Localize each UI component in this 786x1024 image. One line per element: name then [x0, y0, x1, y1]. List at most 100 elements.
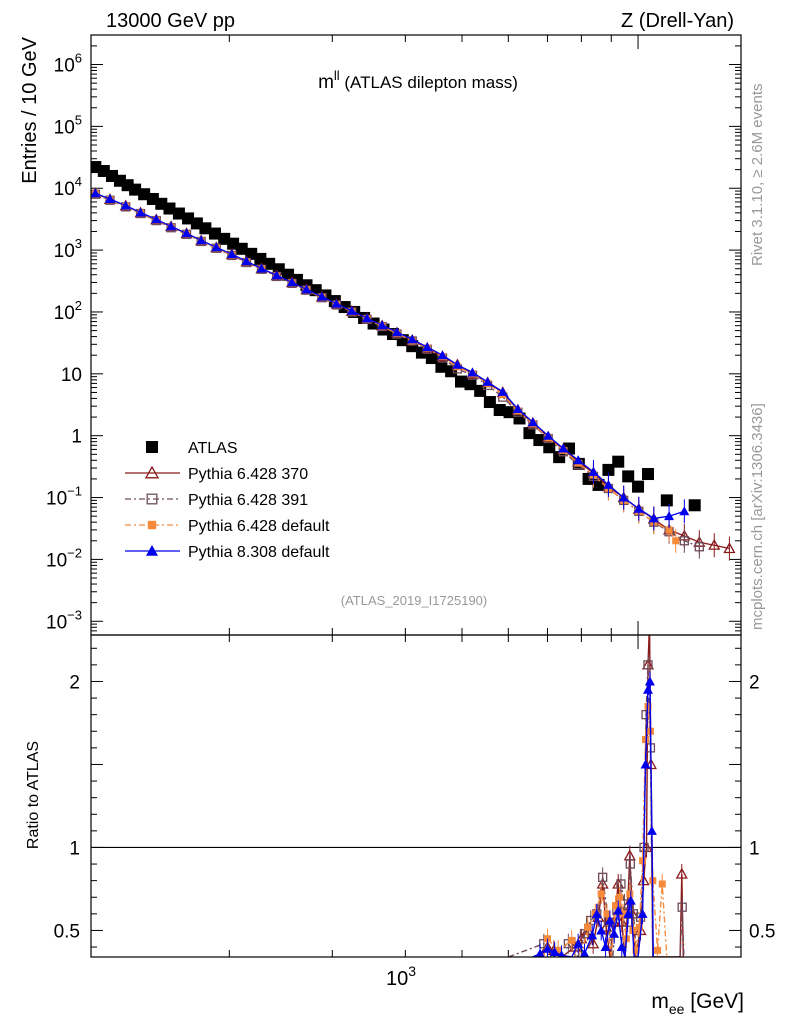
y-tick-label-base: 10	[46, 550, 67, 571]
data-point	[346, 305, 357, 315]
legend-item-atlas: ATLAS	[146, 440, 238, 457]
ratio-point	[644, 618, 654, 627]
data-point	[120, 200, 131, 210]
data-point	[527, 417, 538, 427]
data-point	[464, 378, 477, 391]
ratio-point	[658, 880, 666, 888]
x-axis-label-unit: [GeV]	[684, 990, 744, 1013]
data-point	[664, 511, 675, 521]
main-plot-title-text: (ATLAS dilepton mass)	[340, 73, 518, 92]
data-point	[235, 242, 248, 255]
data-point	[245, 247, 258, 260]
data-point	[362, 313, 373, 323]
ratio-point	[646, 825, 657, 835]
legend-label: Pythia 6.428 370	[188, 466, 308, 483]
ratio-point	[591, 908, 602, 918]
data-point	[435, 360, 448, 373]
ratio-line-py6_370	[539, 635, 684, 957]
y-tick-label: 10−1	[46, 484, 82, 510]
data-point	[208, 227, 221, 240]
header-left-title: 13000 GeV pp	[106, 10, 235, 32]
y-tick-label-exponent: −2	[67, 545, 82, 560]
ratio-point	[557, 950, 566, 957]
data-point	[254, 252, 267, 265]
y-tick-label-exponent: 3	[75, 236, 82, 251]
data-point	[211, 242, 222, 252]
data-point	[482, 376, 493, 386]
data-point	[592, 478, 605, 491]
y-tick-label-base: 1	[71, 427, 82, 448]
ratio-point	[535, 948, 545, 957]
main-y-ticks	[91, 34, 741, 636]
data-point	[679, 506, 690, 516]
data-point	[241, 256, 252, 266]
x-axis-label-subscript: ee	[669, 1001, 685, 1017]
data-point	[648, 513, 659, 523]
legend: ATLAS Pythia 6.428 370 Pythia 6.428 391 Pyt…	[125, 440, 330, 561]
legend-marker	[146, 493, 158, 505]
x-axis-label-symbol: m	[651, 990, 669, 1013]
data-point	[121, 179, 134, 192]
data-point	[422, 342, 433, 352]
series-py8_default	[91, 188, 690, 531]
y-tick-label-exponent: 6	[75, 51, 82, 66]
data-point	[377, 320, 388, 330]
data-point	[503, 406, 516, 419]
y-tick-label-base: 10	[54, 117, 75, 138]
ratio-point	[604, 915, 615, 925]
analysis-id-label: (ATLAS_2019_I1725190)	[341, 593, 487, 608]
data-point	[558, 443, 569, 453]
ratio-ticks	[91, 635, 741, 957]
series-py6_default	[91, 190, 680, 553]
data-point	[483, 396, 496, 409]
y-tick-label-exponent: 5	[75, 112, 82, 127]
legend-item-py6_default: Pythia 6.428 default	[125, 518, 330, 535]
y-tick-label: 102	[54, 298, 82, 324]
legend-label: Pythia 6.428 default	[188, 518, 330, 535]
y-tick-label: 105	[54, 112, 82, 138]
data-point	[588, 466, 599, 476]
series-py6_370	[91, 187, 736, 561]
ratio-point	[596, 877, 609, 889]
y-tick-label-exponent: 4	[75, 174, 82, 189]
data-point	[452, 359, 463, 369]
ratio-point	[587, 937, 600, 949]
data-point	[437, 350, 448, 360]
legend-label: Pythia 8.308 default	[188, 544, 330, 561]
data-point	[407, 334, 418, 344]
y-axis-label-main: Entries / 10 GeV	[19, 36, 41, 183]
main-plot-series	[91, 161, 736, 561]
x-axis-tick-label-1000: 103	[386, 963, 416, 990]
ratio-point	[675, 867, 688, 879]
data-point	[641, 468, 654, 481]
ratio-point	[654, 946, 662, 954]
data-point	[618, 492, 629, 502]
data-point	[467, 367, 478, 377]
data-point	[181, 228, 192, 238]
x-axis-label: mee [GeV]	[651, 990, 744, 1017]
data-point	[622, 470, 635, 483]
ratio-y-tick-label-left: 2	[69, 672, 80, 693]
main-plot-title-superscript: ll	[334, 68, 340, 83]
data-point	[633, 503, 644, 513]
data-point	[172, 207, 185, 220]
data-point	[723, 542, 736, 554]
data-point	[454, 375, 467, 388]
data-point	[694, 542, 704, 552]
data-point	[287, 277, 298, 287]
ratio-point	[632, 946, 640, 954]
ratio-point	[623, 908, 634, 918]
ratio-point	[625, 895, 636, 905]
data-point	[151, 214, 162, 224]
y-tick-label-base: 10	[46, 612, 67, 633]
ratio-point	[642, 684, 653, 694]
ratio-point	[542, 943, 553, 953]
x-tick-base: 10	[386, 968, 408, 990]
ratio-y-tick-label-right: 2	[749, 672, 760, 693]
legend-item-py6_391: Pythia 6.428 391	[125, 492, 308, 509]
data-point	[316, 291, 327, 301]
ratio-point	[616, 942, 627, 952]
data-point	[602, 463, 615, 476]
legend-label: Pythia 6.428 391	[188, 492, 308, 509]
